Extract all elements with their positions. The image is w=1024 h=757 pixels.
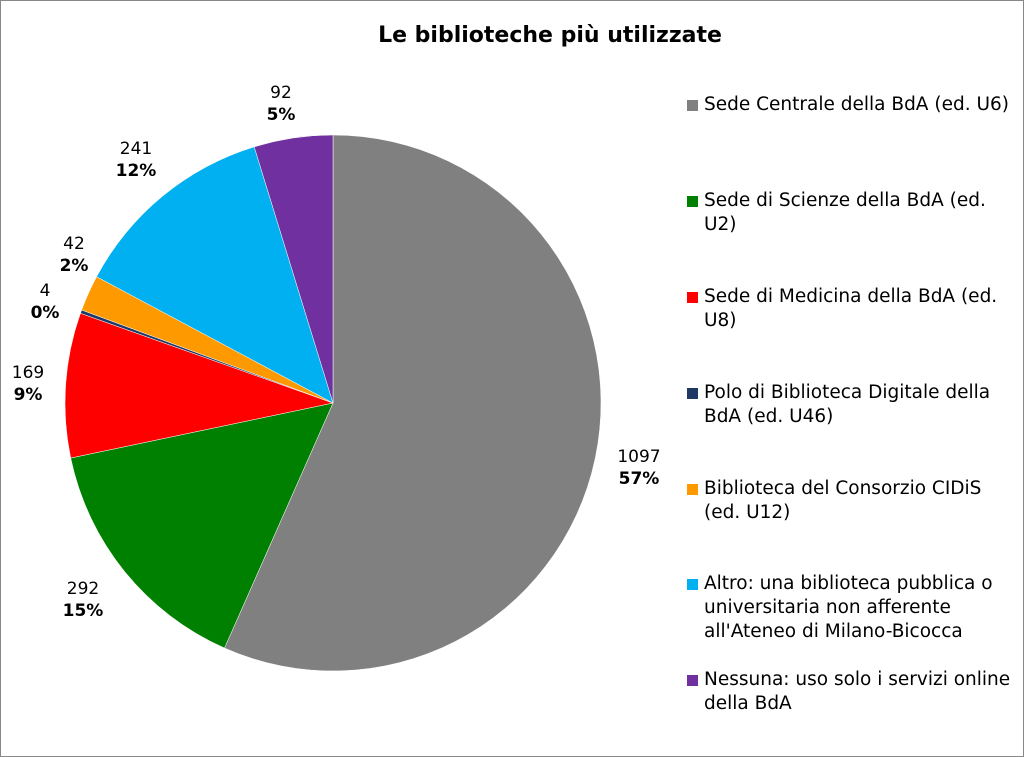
legend-item: Nessuna: uso solo i servizi online della… <box>687 668 1012 716</box>
legend-swatch <box>687 196 698 207</box>
legend-item: Sede Centrale della BdA (ed. U6) <box>687 93 1009 117</box>
legend-label: Nessuna: uso solo i servizi online della… <box>704 669 1011 714</box>
legend-swatch <box>687 292 698 303</box>
legend-swatch <box>687 675 698 686</box>
legend-label: Biblioteca del Consorzio CIDiS (ed. U12) <box>704 478 982 523</box>
data-label: 169 <box>12 363 44 383</box>
percent-label: 5% <box>267 105 296 125</box>
legend-swatch <box>687 100 698 111</box>
percent-label: 12% <box>116 161 157 181</box>
data-label: 4 <box>40 281 51 301</box>
legend-swatch <box>687 484 698 495</box>
legend-label: Polo di Biblioteca Digitale della BdA (e… <box>704 382 991 427</box>
legend-label: Sede di Scienze della BdA (ed. U2) <box>704 190 986 235</box>
legend-item: Sede di Scienze della BdA (ed. U2) <box>687 189 1012 237</box>
percent-label: 57% <box>619 469 660 489</box>
legend-item: Polo di Biblioteca Digitale della BdA (e… <box>687 381 1012 429</box>
pie-slice <box>253 134 334 404</box>
legend-item: Altro: una biblioteca pubblica o univers… <box>687 572 1012 644</box>
legend-item: Sede di Medicina della BdA (ed. U8) <box>687 285 1012 333</box>
legend-swatch <box>687 579 698 590</box>
legend-swatch <box>687 388 698 399</box>
percent-label: 9% <box>14 385 43 405</box>
pie-slice <box>70 402 334 649</box>
percent-label: 2% <box>60 256 89 276</box>
data-label: 292 <box>67 579 99 599</box>
legend-item: Biblioteca del Consorzio CIDiS (ed. U12) <box>687 477 1012 525</box>
legend-label: Sede Centrale della BdA (ed. U6) <box>704 94 1009 115</box>
pie-slice <box>224 134 602 672</box>
data-label: 92 <box>270 83 292 103</box>
pie-slice <box>64 312 334 459</box>
percent-label: 0% <box>31 303 60 323</box>
legend-label: Sede di Medicina della BdA (ed. U8) <box>704 286 998 331</box>
percent-label: 15% <box>63 601 104 621</box>
data-label: 1097 <box>617 447 660 467</box>
legend-label: Altro: una biblioteca pubblica o univers… <box>704 573 993 642</box>
chart-title: Le biblioteche più utilizzate <box>378 23 722 48</box>
data-label: 42 <box>63 234 85 254</box>
pie-slice <box>96 146 334 404</box>
data-label: 241 <box>120 139 152 159</box>
